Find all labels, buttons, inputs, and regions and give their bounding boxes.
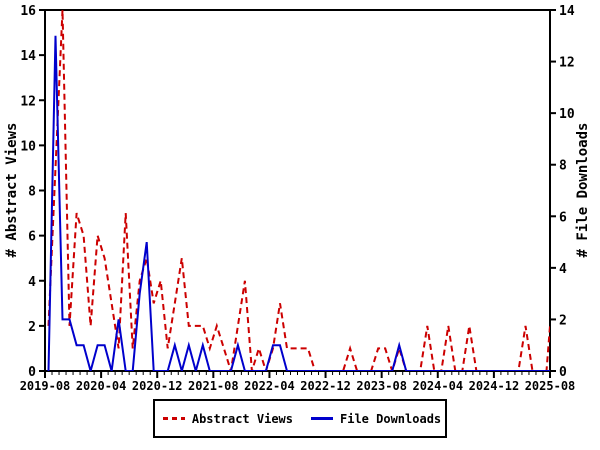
y-right-tick-label: 4	[559, 262, 567, 277]
legend-label-file-downloads: File Downloads	[340, 411, 442, 426]
y-axis-title-right: # File Downloads	[575, 122, 591, 258]
y-right-tick-label: 10	[559, 107, 575, 122]
y-right-tick-label: 0	[559, 365, 567, 380]
x-tick-label: 2022-04	[244, 379, 295, 393]
y-right-tick-label: 6	[559, 210, 567, 225]
x-tick-label: 2024-04	[412, 379, 463, 393]
y-left-tick-label: 8	[28, 185, 36, 200]
legend-box: Abstract Views File Downloads	[153, 399, 447, 438]
x-tick-label: 2021-08	[188, 379, 239, 393]
x-tick-label: 2020-04	[76, 379, 127, 393]
file-downloads-line	[47, 35, 550, 371]
y-axis-left: 0 2 4 6 8 10 12 14 16	[20, 4, 45, 380]
y-left-tick-label: 12	[20, 94, 36, 109]
y-left-tick-label: 2	[28, 320, 36, 335]
y-right-tick-label: 12	[559, 56, 575, 71]
x-tick-label: 2025-08	[525, 379, 576, 393]
x-tick-label: 2023-08	[356, 379, 407, 393]
abstract-views-line	[47, 10, 550, 371]
y-left-tick-label: 6	[28, 230, 36, 245]
y-left-tick-label: 14	[20, 49, 36, 64]
y-axis-right: 0 2 4 6 8 10 12 14	[550, 4, 575, 380]
x-tick-label: 2019-08	[20, 379, 71, 393]
x-axis: 2019-08 2020-04 2020-12 2021-08 2022-04 2022-…	[20, 371, 576, 393]
plot-border	[44, 9, 551, 372]
abstract-views-dash-swatch	[162, 417, 185, 420]
x-tick-label: 2020-12	[132, 379, 183, 393]
file-downloads-line-swatch	[311, 417, 333, 420]
x-tick-label: 2024-12	[469, 379, 520, 393]
y-left-tick-label: 4	[28, 275, 36, 290]
y-left-tick-label: 0	[28, 365, 36, 380]
y-left-tick-label: 10	[20, 139, 36, 154]
y-right-tick-label: 2	[559, 313, 567, 328]
y-left-tick-label: 16	[20, 4, 36, 19]
y-right-tick-label: 8	[559, 159, 567, 174]
legend-label-abstract-views: Abstract Views	[191, 411, 293, 426]
y-axis-title-left: # Abstract Views	[4, 122, 20, 258]
x-tick-label: 2022-12	[300, 379, 351, 393]
y-right-tick-label: 14	[559, 4, 575, 19]
